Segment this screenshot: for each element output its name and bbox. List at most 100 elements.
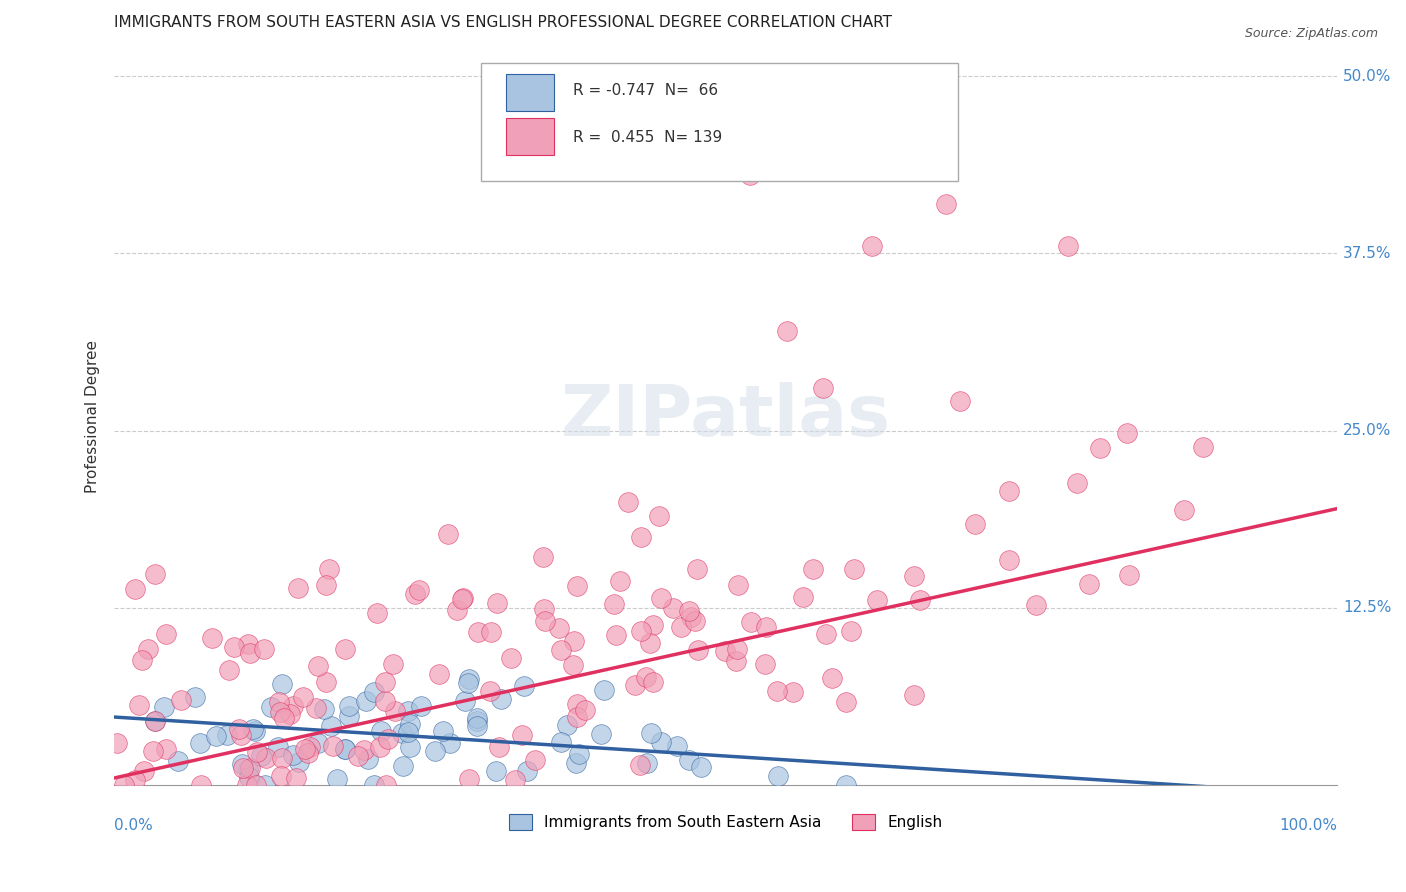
Point (112, 778, 135, 792)
Y-axis label: Professional Degree: Professional Degree (86, 340, 100, 493)
Point (605, 628, 627, 642)
Point (254, 751, 277, 765)
Point (714, 644, 737, 658)
Point (1118, 567, 1140, 582)
Point (287, 755, 309, 769)
Point (776, 325, 799, 339)
Point (231, 756, 253, 771)
Point (686, 561, 709, 575)
Point (1078, 577, 1101, 591)
Text: 37.5%: 37.5% (1343, 246, 1392, 261)
Point (155, 741, 177, 756)
Point (218, 663, 240, 677)
Legend: Immigrants from South Eastern Asia, English: Immigrants from South Eastern Asia, Engl… (503, 808, 949, 837)
Point (292, 690, 315, 704)
Point (725, 641, 748, 656)
Point (1025, 598, 1047, 612)
Point (270, 677, 292, 691)
Point (321, 719, 343, 733)
Point (458, 672, 481, 686)
Point (366, 606, 388, 620)
Point (145, 714, 167, 728)
Point (998, 553, 1021, 567)
Point (813, 381, 835, 395)
Point (465, 719, 488, 733)
Point (650, 735, 672, 749)
Point (839, 624, 862, 638)
Point (562, 634, 585, 648)
Point (609, 574, 631, 589)
Point (281, 747, 304, 762)
Point (844, 562, 866, 576)
Point (908, 593, 931, 607)
Point (250, 748, 273, 763)
Point (267, 740, 290, 755)
Point (766, 684, 789, 698)
Point (650, 591, 672, 605)
Point (1090, 442, 1112, 456)
Point (432, 724, 454, 739)
Text: 12.5%: 12.5% (1343, 600, 1392, 615)
FancyBboxPatch shape (481, 62, 957, 180)
Point (215, 728, 238, 742)
Point (315, 578, 337, 592)
Point (662, 600, 685, 615)
Point (688, 643, 710, 657)
Point (224, 640, 246, 655)
Point (499, 651, 522, 665)
Point (624, 677, 647, 691)
Point (308, 736, 330, 750)
Text: 50.0%: 50.0% (1343, 69, 1392, 84)
Point (253, 778, 276, 792)
Point (269, 705, 291, 719)
Point (374, 778, 396, 792)
Point (1066, 475, 1088, 490)
Point (679, 610, 702, 624)
Point (253, 642, 276, 657)
Point (574, 703, 596, 717)
Point (278, 707, 301, 722)
Point (561, 657, 583, 672)
Point (740, 615, 762, 629)
Point (467, 625, 489, 640)
Point (427, 667, 450, 681)
Point (423, 744, 446, 758)
Point (399, 716, 422, 731)
Point (548, 621, 571, 635)
Point (555, 718, 578, 732)
Point (335, 742, 357, 756)
Point (314, 702, 336, 716)
Point (153, 699, 176, 714)
Point (273, 711, 295, 725)
Text: R =  0.455  N= 139: R = 0.455 N= 139 (572, 130, 723, 145)
Point (835, 778, 858, 792)
Point (382, 657, 405, 671)
Point (638, 636, 661, 650)
Point (949, 394, 972, 409)
Point (142, 744, 165, 758)
Point (287, 581, 309, 595)
Point (630, 624, 652, 639)
Point (641, 675, 664, 690)
Point (404, 587, 426, 601)
Text: 25.0%: 25.0% (1343, 423, 1392, 438)
Point (903, 569, 925, 583)
Point (565, 756, 588, 770)
Point (239, 646, 262, 660)
Point (531, 550, 554, 565)
Point (315, 675, 337, 690)
Point (246, 746, 269, 760)
Point (170, 692, 193, 706)
Point (754, 657, 776, 672)
Point (533, 614, 555, 628)
Point (411, 698, 433, 713)
Point (281, 698, 304, 713)
Point (132, 764, 155, 778)
Text: R = -0.747  N=  66: R = -0.747 N= 66 (572, 83, 718, 98)
Point (814, 627, 837, 641)
Point (567, 697, 589, 711)
Point (683, 614, 706, 628)
Point (602, 597, 624, 611)
Point (284, 771, 307, 785)
Point (565, 710, 588, 724)
